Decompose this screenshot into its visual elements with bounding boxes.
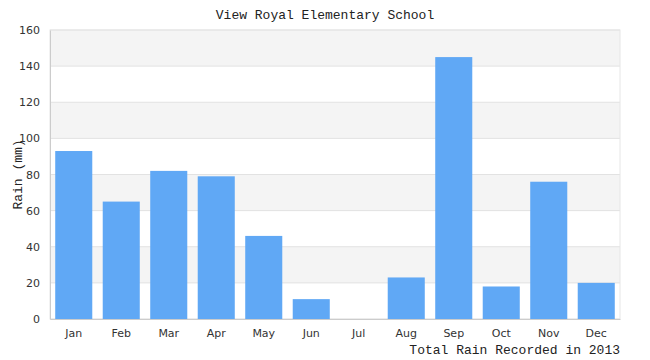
y-tick: 80 — [26, 169, 50, 182]
x-tick: Sep — [443, 319, 464, 340]
y-tick-label: 140 — [19, 60, 40, 73]
bar — [198, 176, 235, 319]
y-tick-label: 120 — [19, 96, 40, 109]
x-tick-label: Mar — [158, 327, 179, 340]
bar — [530, 182, 567, 319]
x-tick-label: Jun — [302, 327, 320, 340]
grid-line — [50, 138, 620, 139]
x-tick: Jun — [302, 319, 320, 340]
y-tick: 0 — [33, 313, 50, 326]
x-tick: Mar — [158, 319, 179, 340]
grid-band — [50, 30, 620, 66]
y-tick-label: 160 — [19, 24, 40, 37]
x-tick-label: Aug — [396, 327, 417, 340]
bars — [55, 57, 615, 319]
x-tick: Nov — [538, 319, 560, 340]
grid-band — [50, 102, 620, 138]
chart: 020406080100120140160JanFebMarAprMayJunJ… — [0, 0, 650, 360]
y-tick-label: 20 — [26, 277, 40, 290]
x-tick-label: Sep — [443, 327, 464, 340]
x-tick-label: Jan — [64, 327, 82, 340]
x-tick: Aug — [396, 319, 417, 340]
bar — [340, 319, 377, 320]
x-tick: Dec — [586, 319, 607, 340]
x-axis-title: Total Rain Recorded in 2013 — [409, 343, 620, 358]
bar — [388, 277, 425, 319]
bar — [293, 299, 330, 319]
y-tick: 140 — [19, 60, 50, 73]
x-tick: Jan — [64, 319, 82, 340]
y-axis-title: Rain (mm) — [11, 139, 26, 209]
plot-frame — [50, 30, 620, 319]
y-tick: 120 — [19, 96, 50, 109]
x-tick: Jul — [351, 319, 365, 340]
x-tick-label: Feb — [112, 327, 131, 340]
x-axis-line — [51, 319, 621, 320]
x-tick-label: May — [252, 327, 275, 340]
bar — [55, 151, 92, 319]
y-tick: 60 — [26, 205, 50, 218]
title: View Royal Elementary School — [216, 8, 435, 23]
x-tick: Apr — [207, 319, 227, 340]
y-tick-label: 60 — [26, 205, 40, 218]
grid-line — [50, 102, 620, 103]
y-tick: 160 — [19, 24, 50, 37]
x-axis: Jan Feb Mar Apr May Jun Jul Aug Sep Oct Nov Dec — [51, 319, 621, 340]
bar — [103, 202, 140, 319]
y-axis-line — [50, 31, 51, 320]
bar — [483, 286, 520, 319]
y-tick: 40 — [26, 241, 50, 254]
y-tick-label: 0 — [33, 313, 40, 326]
grid-line — [50, 66, 620, 67]
x-tick-label: Dec — [586, 327, 607, 340]
bar — [578, 283, 615, 319]
x-tick: Feb — [112, 319, 131, 340]
grid-line — [50, 174, 620, 175]
x-tick-label: Nov — [538, 327, 560, 340]
x-tick-label: Apr — [207, 327, 227, 340]
y-tick: 20 — [26, 277, 50, 290]
bar — [150, 171, 187, 319]
x-tick-label: Jul — [351, 327, 365, 340]
x-tick-label: Oct — [492, 327, 512, 340]
x-tick: May — [252, 319, 275, 340]
y-tick-label: 40 — [26, 241, 40, 254]
bar — [435, 57, 472, 319]
plot: 020406080100120140160JanFebMarAprMayJunJ… — [19, 24, 621, 340]
y-tick-label: 80 — [26, 169, 40, 182]
x-tick: Oct — [492, 319, 512, 340]
bar — [245, 236, 282, 319]
